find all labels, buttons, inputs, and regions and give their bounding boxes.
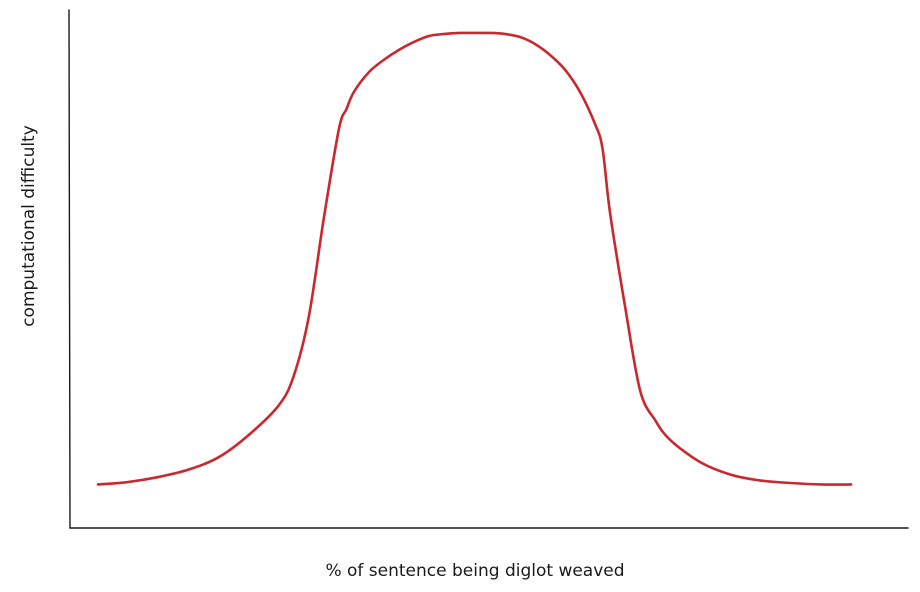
y-axis-label: computational difficulty	[19, 125, 39, 327]
x-axis-label: % of sentence being diglot weaved	[325, 561, 624, 581]
y-axis-line	[68, 9, 71, 529]
series-line-1	[96, 31, 853, 486]
series-layer	[96, 31, 853, 486]
